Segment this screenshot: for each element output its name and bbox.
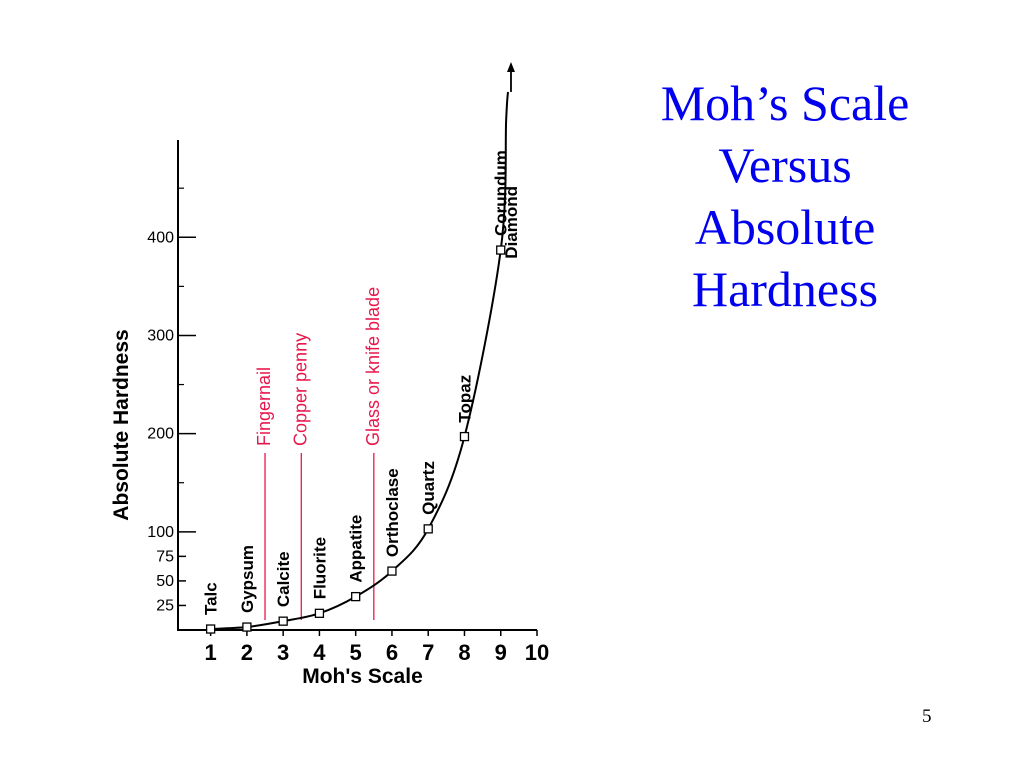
data-point [459, 431, 470, 442]
x-tick-label: 2 [241, 640, 253, 665]
y-tick-label: 300 [147, 327, 174, 344]
mineral-label: Fluorite [310, 537, 329, 599]
reference-label: Fingernail [254, 367, 274, 446]
mineral-label: Talc [202, 582, 221, 615]
mineral-label: Appatite [347, 515, 366, 583]
hardness-curve-layer [205, 91, 509, 634]
data-point [351, 591, 361, 602]
mineral-label: Quartz [419, 461, 438, 515]
y-tick-label: 100 [147, 524, 174, 541]
mineral-label: Gypsum [238, 545, 257, 613]
mineral-label: Topaz [455, 375, 474, 423]
mineral-labels: Talc Gypsum Calcite Fluorite Appatite Orthocl… [202, 61, 521, 615]
mineral-label: Corundum [492, 150, 511, 236]
title-line-1: Moh’s Scale [660, 75, 910, 131]
data-point [423, 524, 433, 534]
reference-label: Copper penny [290, 333, 310, 446]
mineral-label: Orthoclase [383, 468, 402, 557]
x-tick-label: 1 [205, 640, 217, 665]
x-tick-label: 10 [525, 640, 549, 665]
data-point [242, 622, 252, 632]
y-axis-title: Absolute Hardness [110, 329, 133, 520]
x-tick-label: 4 [313, 640, 326, 665]
slide-title: Moh’s Scale Versus Absolute Hardness [610, 72, 960, 320]
y-tick-label: 50 [156, 573, 174, 590]
x-tick-label: 8 [458, 640, 470, 665]
data-point [205, 624, 216, 634]
title-line-3: Absolute [694, 199, 876, 255]
title-line-2: Versus [718, 137, 852, 193]
reference-lines: Fingernail Copper penny Glass or knife bla… [254, 287, 383, 620]
title-line-4: Hardness [691, 261, 879, 317]
x-tick-label: 5 [350, 640, 362, 665]
y-tick-label: 200 [147, 426, 174, 443]
x-tick-label: 9 [495, 640, 507, 665]
data-point [314, 608, 325, 618]
mineral-label: Calcite [274, 551, 293, 607]
y-tick-label: 25 [156, 597, 174, 614]
data-point [387, 566, 397, 576]
data-point [496, 245, 506, 255]
x-axis-title: Moh's Scale [302, 665, 423, 688]
axes: 25 50 75 100 200 300 400 1 2 3 4 5 6 7 8 9 10 Moh's Scale… [110, 140, 549, 688]
x-tick-label: 3 [277, 640, 289, 665]
data-point [278, 616, 288, 626]
diamond-arrow-icon [506, 61, 515, 72]
x-tick-label: 6 [386, 640, 398, 665]
diamond-label: Diamond [502, 186, 521, 259]
page-number: 5 [922, 706, 932, 727]
x-tick-label: 7 [422, 640, 434, 665]
reference-label: Glass or knife blade [363, 287, 383, 446]
y-tick-label: 75 [156, 548, 174, 565]
y-tick-label: 400 [147, 229, 174, 246]
